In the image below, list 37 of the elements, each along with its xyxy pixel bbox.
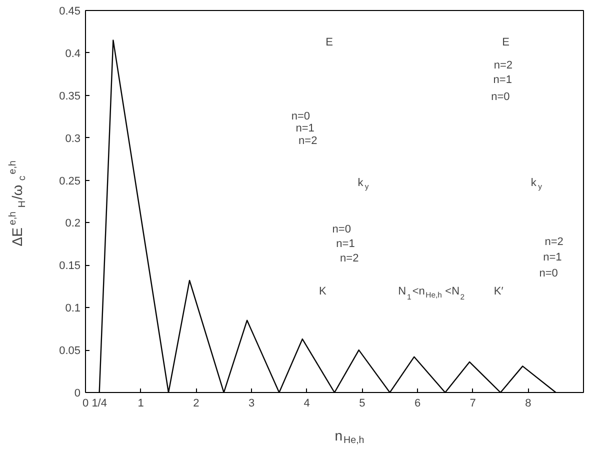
annotation: K′ [494, 285, 504, 298]
annotation: n=2 [298, 135, 318, 148]
x-tick-label: 3 [248, 398, 255, 410]
annotation: n=2 [340, 252, 359, 264]
annotation: n=1 [493, 74, 512, 86]
x-tick-label: 0 [82, 398, 89, 410]
annotation: n=2 [544, 236, 564, 248]
annotation: n=0 [291, 110, 310, 123]
y-tick-label: 0.4 [65, 48, 81, 60]
annotation: E [326, 36, 333, 49]
x-tick-label: 4 [304, 398, 310, 410]
x-tick-label: 1/4 [92, 398, 107, 410]
annotation: E [502, 36, 510, 49]
x-tick-label: 1 [138, 398, 144, 410]
annotation: n=0 [332, 223, 351, 236]
y-tick-label: 0.15 [59, 260, 81, 272]
annotation: n=1 [543, 251, 562, 264]
x-tick-label: 5 [359, 398, 366, 410]
x-tick-label: 2 [193, 398, 200, 410]
annotation: n=0 [539, 268, 558, 280]
annotation: n=0 [491, 91, 510, 104]
y-tick-label: 0.2 [65, 218, 81, 230]
y-tick-label: 0.25 [59, 175, 81, 188]
annotation: n=1 [336, 238, 355, 250]
y-tick-label: 0.3 [65, 132, 81, 145]
x-tick-label: 8 [525, 398, 532, 410]
annotation: n=2 [494, 60, 513, 72]
annotation: K [319, 285, 328, 298]
y-tick-label: 0 [74, 388, 81, 400]
x-tick-label: 7 [470, 398, 476, 410]
y-tick-label: 0.45 [59, 6, 81, 18]
y-axis-title: ΔEe,hH/ωce,h [8, 160, 28, 246]
y-tick-label: 0.1 [65, 302, 81, 315]
x-tick-label: 6 [414, 398, 421, 410]
annotation: n=1 [296, 122, 314, 134]
y-tick-label: 0.05 [59, 345, 81, 358]
y-tick-label: 0.35 [59, 90, 81, 102]
